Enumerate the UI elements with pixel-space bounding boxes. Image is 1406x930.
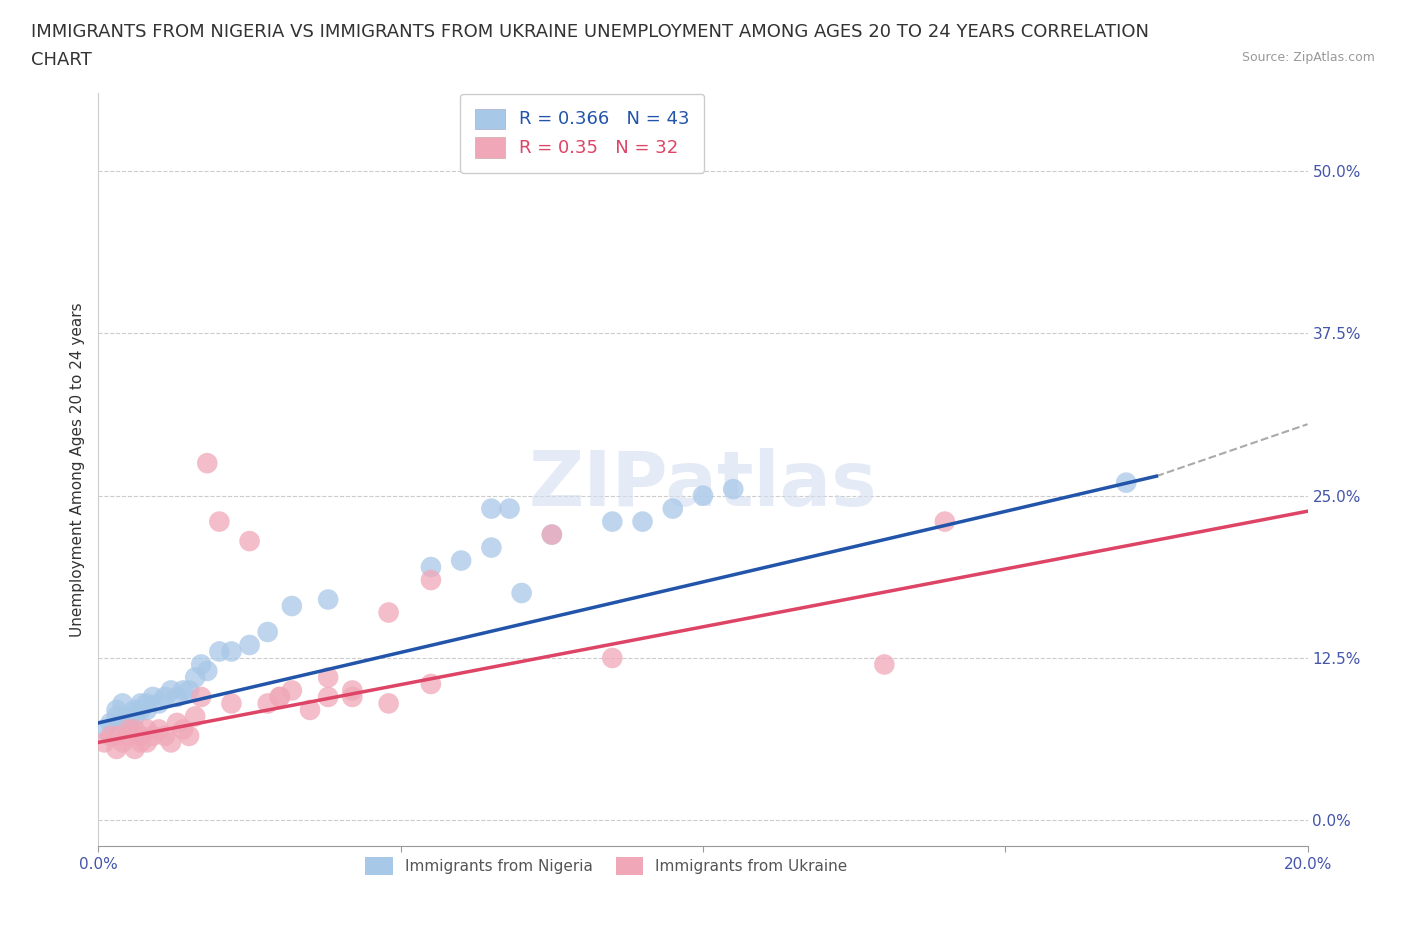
Point — [166, 689, 188, 704]
Point — [256, 625, 278, 640]
Point — [190, 657, 212, 671]
Point — [377, 605, 399, 620]
Text: Source: ZipAtlas.com: Source: ZipAtlas.com — [1241, 51, 1375, 64]
Point — [124, 741, 146, 756]
Point — [105, 728, 128, 743]
Point — [269, 689, 291, 704]
Point — [221, 696, 243, 711]
Point — [184, 709, 207, 724]
Point — [129, 728, 152, 743]
Point — [723, 482, 745, 497]
Point — [135, 696, 157, 711]
Point — [342, 689, 364, 704]
Point — [172, 722, 194, 737]
Point — [93, 722, 115, 737]
Point — [420, 560, 443, 575]
Point — [93, 735, 115, 750]
Point — [281, 599, 304, 614]
Point — [148, 696, 170, 711]
Point — [631, 514, 654, 529]
Point — [208, 514, 231, 529]
Point — [111, 696, 134, 711]
Point — [129, 702, 152, 717]
Point — [239, 534, 262, 549]
Point — [377, 696, 399, 711]
Point — [118, 728, 141, 743]
Point — [105, 741, 128, 756]
Point — [873, 657, 896, 671]
Y-axis label: Unemployment Among Ages 20 to 24 years: Unemployment Among Ages 20 to 24 years — [69, 302, 84, 637]
Point — [510, 586, 533, 601]
Point — [129, 735, 152, 750]
Point — [135, 722, 157, 737]
Point — [299, 702, 322, 717]
Point — [450, 553, 472, 568]
Point — [342, 683, 364, 698]
Point — [281, 683, 304, 698]
Point — [420, 676, 443, 691]
Point — [692, 488, 714, 503]
Point — [118, 722, 141, 737]
Point — [135, 735, 157, 750]
Point — [661, 501, 683, 516]
Point — [184, 670, 207, 684]
Point — [195, 456, 218, 471]
Point — [540, 527, 562, 542]
Text: CHART: CHART — [31, 51, 91, 69]
Point — [166, 715, 188, 730]
Point — [269, 689, 291, 704]
Point — [100, 715, 122, 730]
Point — [179, 728, 201, 743]
Point — [111, 715, 134, 730]
Point — [111, 735, 134, 750]
Point — [256, 696, 278, 711]
Point — [142, 728, 165, 743]
Point — [124, 722, 146, 737]
Point — [190, 689, 212, 704]
Point — [316, 592, 339, 607]
Point — [481, 540, 503, 555]
Text: IMMIGRANTS FROM NIGERIA VS IMMIGRANTS FROM UKRAINE UNEMPLOYMENT AMONG AGES 20 TO: IMMIGRANTS FROM NIGERIA VS IMMIGRANTS FR… — [31, 23, 1149, 41]
Point — [481, 501, 503, 516]
Point — [129, 696, 152, 711]
Point — [142, 689, 165, 704]
Point — [934, 514, 956, 529]
Point — [195, 663, 218, 678]
Point — [602, 651, 624, 666]
Text: ZIPatlas: ZIPatlas — [529, 447, 877, 522]
Point — [1115, 475, 1137, 490]
Point — [540, 527, 562, 542]
Point — [208, 644, 231, 659]
Point — [153, 728, 176, 743]
Point — [316, 689, 339, 704]
Point — [135, 702, 157, 717]
Point — [148, 722, 170, 737]
Point — [420, 573, 443, 588]
Point — [118, 715, 141, 730]
Point — [118, 709, 141, 724]
Point — [105, 709, 128, 724]
Point — [105, 702, 128, 717]
Point — [498, 501, 520, 516]
Point — [153, 689, 176, 704]
Point — [100, 728, 122, 743]
Point — [602, 514, 624, 529]
Legend: Immigrants from Nigeria, Immigrants from Ukraine: Immigrants from Nigeria, Immigrants from… — [353, 844, 859, 887]
Point — [124, 709, 146, 724]
Point — [160, 683, 183, 698]
Point — [221, 644, 243, 659]
Point — [239, 638, 262, 653]
Point — [160, 735, 183, 750]
Point — [172, 683, 194, 698]
Point — [316, 670, 339, 684]
Point — [124, 702, 146, 717]
Point — [179, 683, 201, 698]
